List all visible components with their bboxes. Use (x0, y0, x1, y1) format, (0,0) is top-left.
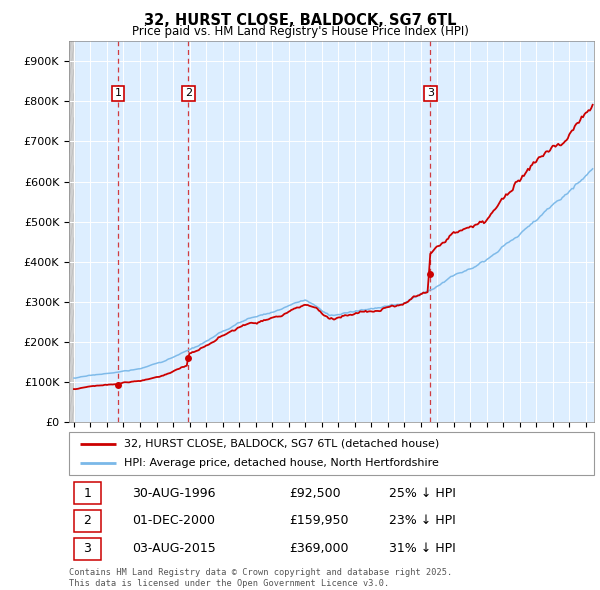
Text: HPI: Average price, detached house, North Hertfordshire: HPI: Average price, detached house, Nort… (124, 458, 439, 468)
Text: Contains HM Land Registry data © Crown copyright and database right 2025.
This d: Contains HM Land Registry data © Crown c… (69, 568, 452, 588)
Text: £159,950: £159,950 (290, 514, 349, 527)
Text: 1: 1 (83, 487, 91, 500)
Bar (74, 510, 101, 532)
FancyBboxPatch shape (69, 432, 594, 475)
Text: 3: 3 (427, 88, 434, 99)
Bar (74, 538, 101, 560)
Text: 01-DEC-2000: 01-DEC-2000 (132, 514, 215, 527)
Bar (74, 482, 101, 504)
Text: 31% ↓ HPI: 31% ↓ HPI (389, 542, 456, 555)
Text: 2: 2 (185, 88, 192, 99)
Text: 1: 1 (115, 88, 121, 99)
Text: 32, HURST CLOSE, BALDOCK, SG7 6TL: 32, HURST CLOSE, BALDOCK, SG7 6TL (144, 13, 456, 28)
Text: £369,000: £369,000 (290, 542, 349, 555)
Text: 2: 2 (83, 514, 91, 527)
Text: 32, HURST CLOSE, BALDOCK, SG7 6TL (detached house): 32, HURST CLOSE, BALDOCK, SG7 6TL (detac… (124, 439, 439, 449)
Text: Price paid vs. HM Land Registry's House Price Index (HPI): Price paid vs. HM Land Registry's House … (131, 25, 469, 38)
Text: 3: 3 (83, 542, 91, 555)
Text: 30-AUG-1996: 30-AUG-1996 (132, 487, 215, 500)
Text: 25% ↓ HPI: 25% ↓ HPI (389, 487, 456, 500)
Text: £92,500: £92,500 (290, 487, 341, 500)
Text: 03-AUG-2015: 03-AUG-2015 (132, 542, 216, 555)
Text: 23% ↓ HPI: 23% ↓ HPI (389, 514, 456, 527)
